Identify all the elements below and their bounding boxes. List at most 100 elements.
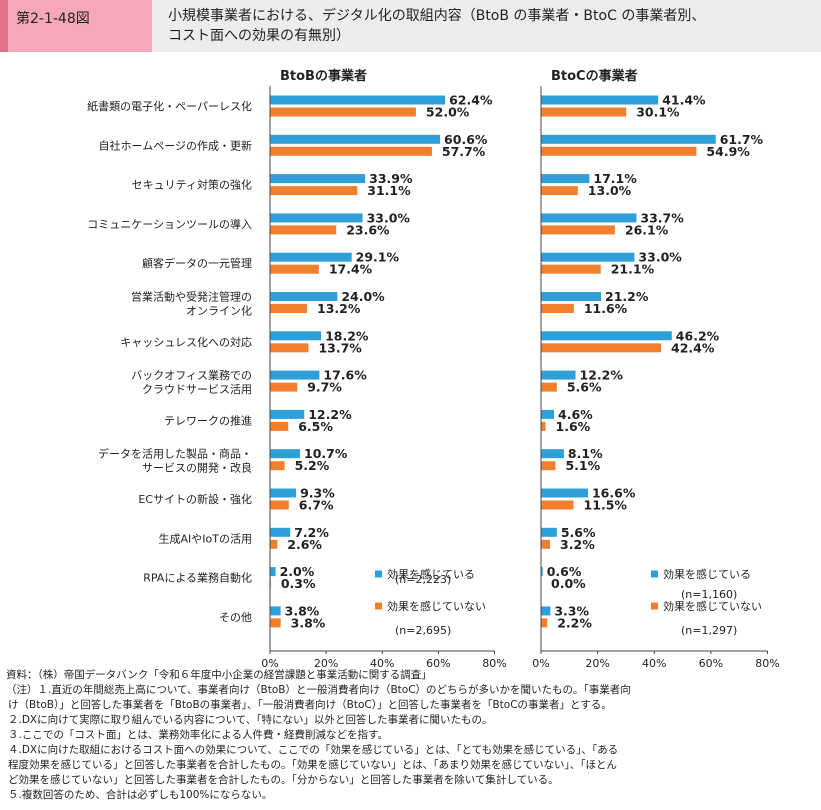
note-line: 資料：（株）帝国データバンク「令和６年度中小企業の経営課題と事業活動に関する調査… — [6, 669, 432, 681]
data-label: 5.6% — [561, 525, 596, 540]
bar-not-effective — [270, 500, 289, 510]
bar-chart: BtoBの事業者 62.4% 60.6% 33.9% 33.0% 29.1% 24.0% 18… — [87, 68, 780, 668]
bar-effective — [541, 292, 602, 301]
data-label: 11.5% — [584, 498, 628, 513]
data-label: 3.8% — [291, 615, 326, 630]
category-label: セキュリティ対策の強化 — [132, 178, 252, 192]
note-line: ５.複数回答のため、合計は必ずしも100%にならない。 — [8, 789, 273, 801]
data-label: 13.7% — [318, 340, 362, 355]
legend-swatch-not-effective — [651, 602, 658, 610]
bar-not-effective — [270, 539, 278, 549]
data-label: 61.7% — [720, 132, 764, 147]
x-tick-label: 40% — [370, 657, 394, 668]
bar-effective — [270, 488, 297, 498]
bar-not-effective — [270, 304, 308, 313]
data-label: 11.6% — [584, 301, 628, 316]
note-line: ど効果を感じていない」と回答した事業者を合計したもの。「分からない」と回答した事… — [8, 774, 559, 786]
bar-effective — [541, 134, 716, 144]
data-label: 0.0% — [551, 576, 586, 591]
data-label: 2.6% — [287, 537, 322, 552]
data-label: 5.6% — [567, 380, 602, 395]
data-label: 0.6% — [547, 564, 582, 579]
legend-swatch-not-effective — [375, 602, 382, 610]
bar-not-effective — [541, 461, 556, 471]
note-line: ４.DXに向けた取組におけるコスト面への効果について、ここでの「効果を感じている… — [8, 744, 619, 756]
data-label: 12.2% — [308, 407, 352, 422]
bar-not-effective — [541, 225, 615, 235]
bar-not-effective — [541, 343, 662, 353]
figure-number: 第2-1-48図 — [16, 11, 90, 27]
x-tick-label: 20% — [585, 657, 609, 668]
legend-n-effective: (n=2,223) — [395, 573, 451, 586]
bar-effective — [541, 252, 635, 262]
bar-effective — [541, 606, 551, 616]
bar-not-effective — [541, 186, 578, 196]
data-label: 16.6% — [592, 486, 636, 501]
bar-not-effective — [270, 225, 337, 235]
legend-swatch-effective — [375, 570, 382, 578]
bar-not-effective — [541, 539, 551, 549]
bar-effective — [270, 134, 441, 144]
legend-swatch-effective — [651, 570, 658, 578]
data-label: 60.6% — [444, 132, 488, 147]
data-label: 62.4% — [449, 93, 493, 108]
x-tick-label: 80% — [755, 657, 779, 668]
legend-label-effective: 効果を感じている — [387, 567, 475, 581]
category-label: コミュニケーションツールの導入 — [87, 217, 252, 231]
bar-not-effective — [270, 618, 281, 628]
note-line: ３.ここでの「コスト面」とは、業務効率化による人件費・経費削減などを指す。 — [8, 729, 388, 741]
data-label: 30.1% — [636, 105, 680, 120]
data-label: 13.0% — [588, 183, 632, 198]
bar-effective — [270, 95, 446, 105]
data-label: 57.7% — [442, 144, 486, 159]
data-label: 9.7% — [307, 380, 342, 395]
bar-effective — [270, 567, 276, 577]
data-label: 5.2% — [295, 458, 330, 473]
bar-effective — [270, 606, 281, 616]
bar-not-effective — [541, 107, 627, 117]
bar-not-effective — [270, 107, 416, 117]
bar-not-effective — [541, 421, 546, 431]
category-label: ECサイトの新設・強化 — [138, 492, 252, 506]
figure-title: 小規模事業者における、デジタル化の取組内容（BtoB の事業者・BtoC の事業… — [168, 6, 808, 46]
data-label: 21.1% — [611, 262, 655, 277]
bar-not-effective — [270, 382, 298, 392]
data-label: 52.0% — [426, 105, 470, 120]
bar-not-effective — [541, 146, 697, 156]
figure-number-badge: 第2-1-48図 — [0, 0, 152, 52]
data-label: 41.4% — [662, 93, 706, 108]
bar-effective — [270, 331, 322, 341]
data-label: 2.2% — [557, 615, 592, 630]
data-label: 33.9% — [369, 171, 413, 186]
category-label: クラウドサービス活用 — [142, 383, 252, 396]
data-label: 46.2% — [676, 328, 720, 343]
bar-not-effective — [270, 186, 358, 196]
figure-title-line1: 小規模事業者における、デジタル化の取組内容（BtoB の事業者・BtoC の事業… — [168, 8, 706, 24]
data-label: 4.6% — [558, 407, 593, 422]
figure-header: 第2-1-48図 小規模事業者における、デジタル化の取組内容（BtoB の事業者… — [0, 0, 821, 52]
x-tick-label: 0% — [532, 657, 549, 668]
legend-label-not-effective: 効果を感じていない — [387, 599, 486, 613]
x-tick-label: 20% — [314, 657, 338, 668]
note-line: 程度効果を感じている」と回答した事業者を合計したもの。「効果を感じていない」とは… — [8, 759, 617, 771]
data-label: 6.7% — [299, 498, 334, 513]
bar-not-effective — [270, 146, 432, 156]
bar-effective — [541, 409, 555, 419]
data-label: 21.2% — [605, 289, 649, 304]
figure-title-line2: コスト面への効果の有無別） — [168, 28, 350, 44]
data-label: 9.3% — [300, 486, 335, 501]
bar-not-effective — [270, 343, 309, 353]
data-label: 54.9% — [706, 144, 750, 159]
data-label: 23.6% — [346, 222, 390, 237]
category-label: テレワークの推進 — [164, 413, 252, 427]
bar-effective — [270, 174, 366, 184]
data-label: 7.2% — [294, 525, 329, 540]
legend-label-effective: 効果を感じている — [663, 567, 751, 581]
bar-effective — [541, 488, 588, 498]
data-label: 26.1% — [625, 222, 669, 237]
category-label: サービスの開発・改良 — [142, 461, 252, 475]
bar-not-effective — [541, 500, 574, 510]
data-label: 8.1% — [568, 446, 603, 461]
category-label: キャッシュレス化への対応 — [120, 335, 252, 349]
bar-not-effective — [270, 264, 319, 274]
